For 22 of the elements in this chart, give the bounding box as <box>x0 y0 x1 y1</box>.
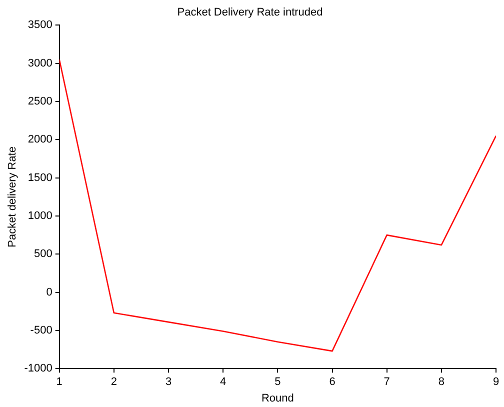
y-tick-label: 1500 <box>28 172 52 184</box>
y-tick-label: 2000 <box>28 134 52 146</box>
y-tick-label: 500 <box>34 248 52 260</box>
x-tick-label: 3 <box>165 376 172 388</box>
y-tick-label: 0 <box>46 286 52 298</box>
chart-title: Packet Delivery Rate intruded <box>177 6 323 19</box>
x-axis-title: Round <box>261 392 294 404</box>
y-tick-label: -1000 <box>24 362 52 375</box>
x-tick-label: 5 <box>274 376 281 388</box>
y-tick-label: 3000 <box>28 57 52 70</box>
y-tick-label: 3500 <box>28 19 52 32</box>
y-tick-label: -500 <box>30 324 52 336</box>
y-tick-label: 1000 <box>28 210 52 222</box>
y-tick-label: 2500 <box>28 96 52 108</box>
y-axis-title: Packet delivery Rate <box>6 146 19 248</box>
x-tick-label: 2 <box>110 376 117 388</box>
x-tick-label: 7 <box>384 376 390 388</box>
x-tick-label: 8 <box>438 376 444 388</box>
x-tick-label: 6 <box>329 376 336 388</box>
x-tick-label: 4 <box>220 376 226 388</box>
x-tick-label: 1 <box>56 376 62 388</box>
x-tick-label: 9 <box>492 376 500 388</box>
